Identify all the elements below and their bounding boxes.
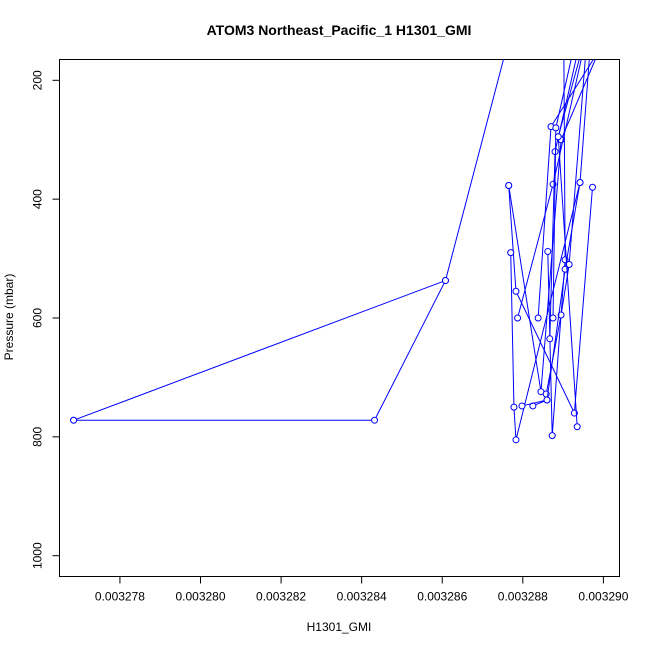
data-series (549, 59, 572, 322)
series-line (73, 280, 446, 421)
x-tick-label: 0.003280 (175, 590, 225, 604)
data-series (70, 277, 449, 424)
data-series (529, 59, 590, 410)
data-point (441, 277, 449, 285)
data-point (573, 423, 581, 431)
data-point (518, 402, 526, 410)
series-line (547, 59, 566, 436)
data-point (549, 314, 557, 322)
data-point (554, 133, 562, 141)
series-line (508, 59, 596, 392)
data-series (514, 59, 582, 322)
series-line (73, 59, 504, 421)
y-tick-label: 1000 (31, 542, 45, 569)
series-line (521, 399, 548, 407)
data-point (371, 416, 379, 424)
y-axis-label: Pressure (mbar) (2, 274, 16, 361)
data-point (514, 314, 522, 322)
data-series (554, 59, 581, 431)
data-point (543, 396, 551, 404)
series-line (517, 59, 582, 319)
x-tick-label: 0.003282 (256, 590, 306, 604)
data-series (518, 396, 551, 410)
data-point (510, 403, 518, 411)
data-point (589, 183, 597, 191)
data-point (512, 436, 520, 444)
x-tick-label: 0.003286 (417, 590, 467, 604)
x-axis: 0.003278 0.003280 0.003282 0.003284 0.003286… (95, 576, 629, 604)
data-point (544, 247, 552, 255)
data-point (576, 179, 584, 187)
data-point (552, 124, 560, 132)
data-point (534, 314, 542, 322)
data-point (70, 416, 78, 424)
data-point (512, 287, 520, 295)
y-tick-label: 600 (31, 308, 45, 328)
y-tick-label: 400 (31, 189, 45, 209)
x-tick-label: 0.003288 (498, 590, 548, 604)
series-line (510, 182, 581, 440)
x-tick-label: 0.003284 (337, 590, 387, 604)
x-tick-label: 0.003278 (95, 590, 145, 604)
x-tick-label: 0.003290 (578, 590, 628, 604)
data-point (557, 311, 565, 319)
chart-title: ATOM3 Northeast_Pacific_1 H1301_GMI (207, 22, 472, 38)
data-point (548, 432, 556, 440)
x-axis-label: H1301_GMI (307, 620, 372, 634)
y-axis: 200 400 600 800 1000 (31, 70, 60, 569)
data-point (507, 249, 515, 257)
series-layer (70, 59, 597, 444)
data-series (70, 59, 504, 424)
data-point (546, 335, 554, 343)
data-point (505, 181, 513, 189)
y-tick-label: 800 (31, 427, 45, 447)
y-tick-label: 200 (31, 70, 45, 90)
data-series (534, 59, 594, 322)
series-line (508, 185, 594, 415)
